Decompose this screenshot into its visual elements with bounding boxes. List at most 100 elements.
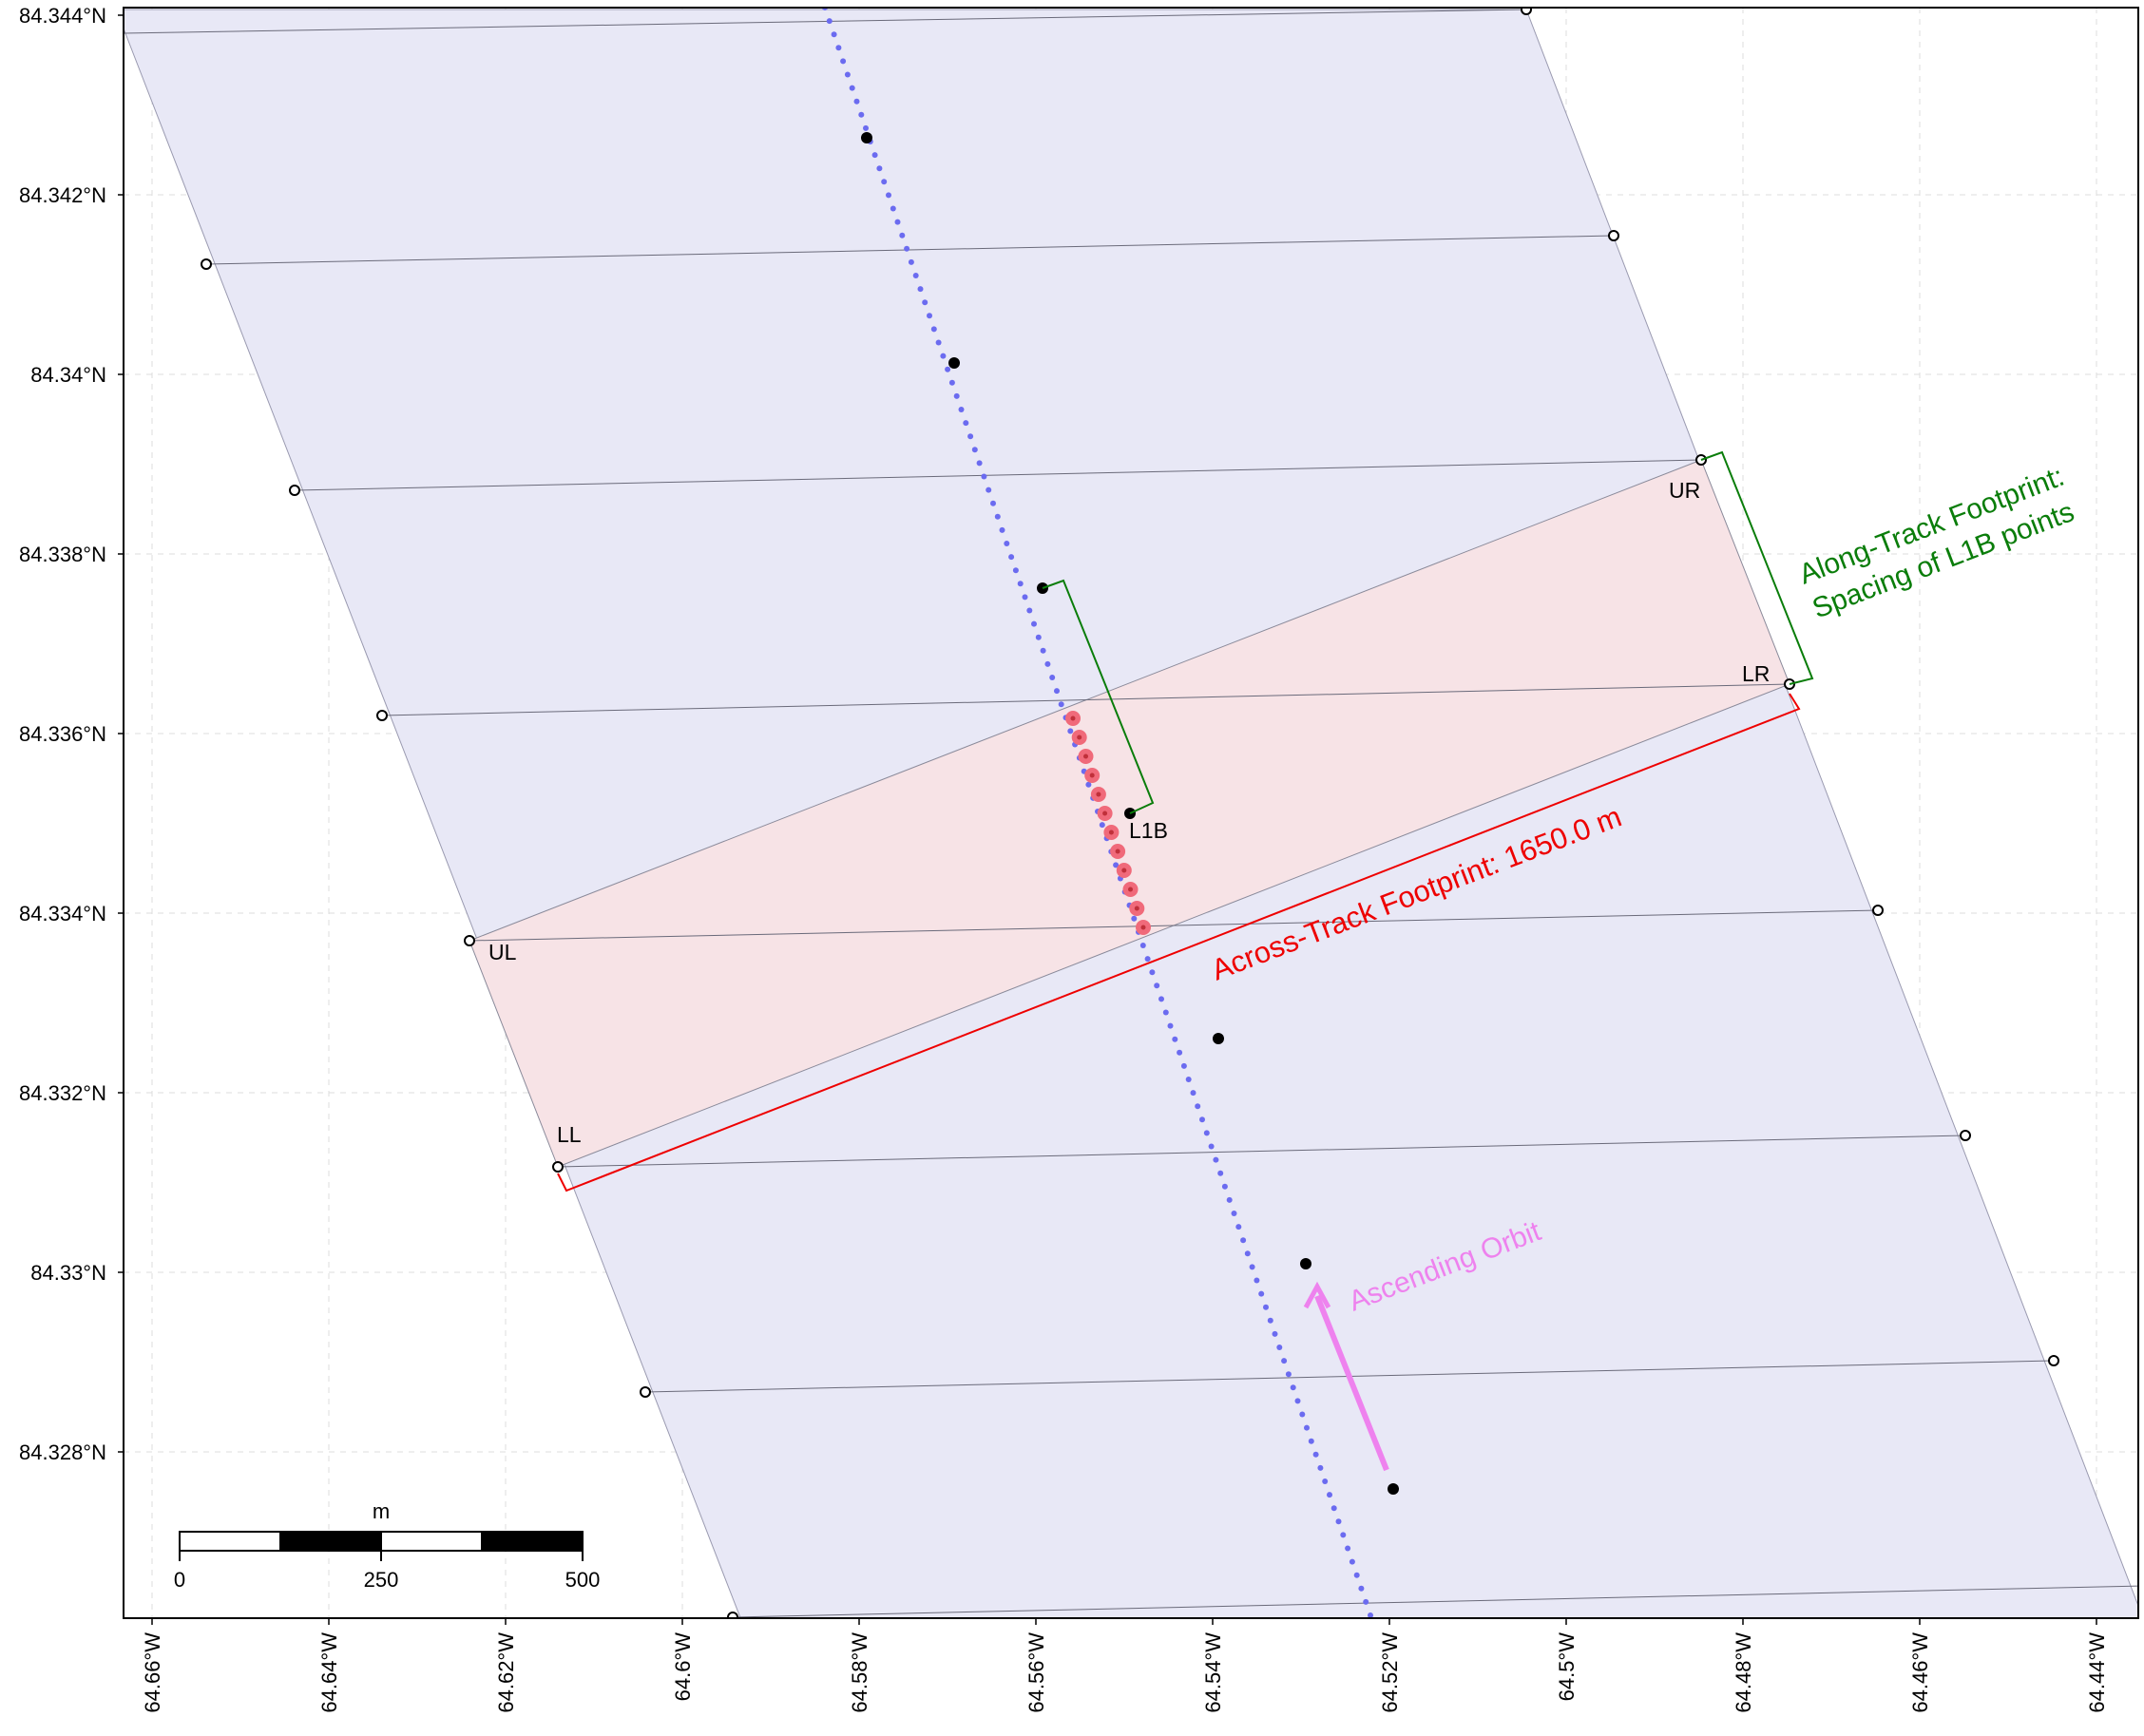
- track-dot: [940, 353, 947, 359]
- track-dot: [963, 420, 969, 427]
- track-dot: [1177, 1049, 1183, 1056]
- track-dot: [1221, 1183, 1228, 1190]
- track-dot: [953, 392, 960, 399]
- lat-tick-label: 84.336°N: [19, 722, 106, 746]
- scale-label: 0: [174, 1568, 185, 1592]
- lat-tick-label: 84.328°N: [19, 1440, 106, 1464]
- lat-axis: 84.344°N 84.342°N 84.34°N 84.338°N 84.33…: [19, 4, 124, 1464]
- highlight-point-center: [1077, 734, 1082, 740]
- highlight-point-center: [1096, 792, 1101, 797]
- track-dot: [871, 152, 878, 159]
- orbit-arrow: [1314, 1294, 1389, 1472]
- track-dot: [1004, 541, 1010, 546]
- lat-tick-label: 84.338°N: [19, 543, 106, 566]
- track-dot: [917, 286, 924, 293]
- track-dot: [1299, 1411, 1306, 1418]
- highlight-point-center: [1140, 925, 1146, 930]
- scale-label: 500: [565, 1568, 601, 1592]
- track-dot: [1113, 862, 1120, 868]
- track-dot: [1276, 1345, 1283, 1350]
- highlight-point-center: [1121, 868, 1127, 873]
- track-dot: [1363, 1598, 1369, 1605]
- track-dot: [967, 433, 974, 440]
- track-dot: [1180, 1062, 1187, 1069]
- l1b-points: [861, 132, 1399, 1495]
- track-dot: [1294, 1398, 1301, 1404]
- track-dot: [835, 45, 842, 51]
- track-dot: [1044, 660, 1051, 667]
- track-dot: [1058, 701, 1064, 708]
- highlight-point-center: [1089, 773, 1095, 778]
- ground-track: [822, 8, 1373, 1618]
- track-dot: [890, 205, 896, 212]
- highlight-point-center: [1083, 754, 1088, 759]
- track-dot: [994, 513, 1001, 520]
- track-dot: [840, 58, 847, 65]
- track-dot: [1330, 1505, 1337, 1512]
- track-dot: [1008, 554, 1015, 561]
- lon-tick-label: 64.56°W: [1024, 1632, 1048, 1713]
- lon-tick-label: 64.54°W: [1201, 1632, 1225, 1713]
- track-dot: [1158, 996, 1164, 1002]
- track-dot: [1199, 1116, 1205, 1123]
- lat-tick-label: 84.332°N: [19, 1081, 106, 1105]
- track-dot: [1131, 915, 1138, 922]
- lat-tick-label: 84.33°N: [30, 1261, 106, 1285]
- track-dot: [945, 366, 951, 372]
- scale-label: 250: [364, 1568, 399, 1592]
- scale-unit: m: [373, 1499, 390, 1523]
- highlight-point-center: [1134, 906, 1139, 911]
- track-dot: [1272, 1330, 1278, 1337]
- lon-tick-label: 64.66°W: [141, 1632, 164, 1713]
- track-dot: [1190, 1090, 1196, 1097]
- track-dot: [1258, 1290, 1265, 1297]
- track-dot: [1312, 1451, 1319, 1458]
- l1b-label: L1B: [1129, 818, 1168, 843]
- highlight-point-center: [1102, 811, 1108, 816]
- lat-tick-label: 84.344°N: [19, 4, 106, 28]
- track-dot: [1031, 620, 1037, 627]
- track-dot: [1017, 581, 1024, 587]
- track-dot: [1049, 675, 1056, 680]
- track-dot: [904, 245, 910, 252]
- track-dot: [1185, 1077, 1192, 1082]
- track-dot: [1226, 1196, 1233, 1203]
- track-dot: [1244, 1250, 1251, 1257]
- lon-tick-label: 64.5°W: [1555, 1632, 1579, 1702]
- track-dot: [1203, 1130, 1210, 1136]
- highlighted-points: [1065, 711, 1151, 935]
- track-dot: [1285, 1371, 1292, 1378]
- track-dot: [1144, 956, 1151, 963]
- track-dot: [971, 447, 978, 453]
- track-dot: [1281, 1358, 1288, 1364]
- track-dot: [1162, 1009, 1169, 1016]
- track-dot: [1235, 1224, 1242, 1230]
- track-dot: [935, 339, 942, 346]
- track-dot: [849, 85, 855, 91]
- track-dot: [986, 486, 992, 493]
- track-dot: [1139, 943, 1146, 948]
- track-dot: [881, 179, 888, 185]
- highlight-point-center: [1128, 887, 1133, 892]
- track-dot: [853, 98, 860, 105]
- track-dot: [1085, 781, 1092, 788]
- track-dot: [948, 379, 955, 386]
- track-dot: [1263, 1304, 1269, 1310]
- track-dot: [1368, 1612, 1373, 1618]
- track-dot: [1012, 567, 1019, 574]
- track-dot: [1213, 1156, 1219, 1163]
- across-track-line: [557, 693, 1801, 1192]
- lon-tick-label: 64.58°W: [848, 1632, 871, 1713]
- lon-axis: 64.66°W 64.64°W 64.62°W 64.6°W 64.58°W 6…: [141, 1618, 2109, 1713]
- track-dot: [1353, 1572, 1360, 1578]
- track-dot: [1240, 1237, 1247, 1244]
- track-dot: [1040, 647, 1046, 654]
- track-dot: [1172, 1036, 1178, 1042]
- track-dot: [826, 18, 833, 25]
- track-dot: [976, 460, 983, 467]
- lat-tick-label: 84.34°N: [30, 363, 106, 387]
- corner-label-ll: LL: [557, 1122, 582, 1147]
- track-dot: [1327, 1492, 1332, 1498]
- track-dot: [899, 232, 906, 238]
